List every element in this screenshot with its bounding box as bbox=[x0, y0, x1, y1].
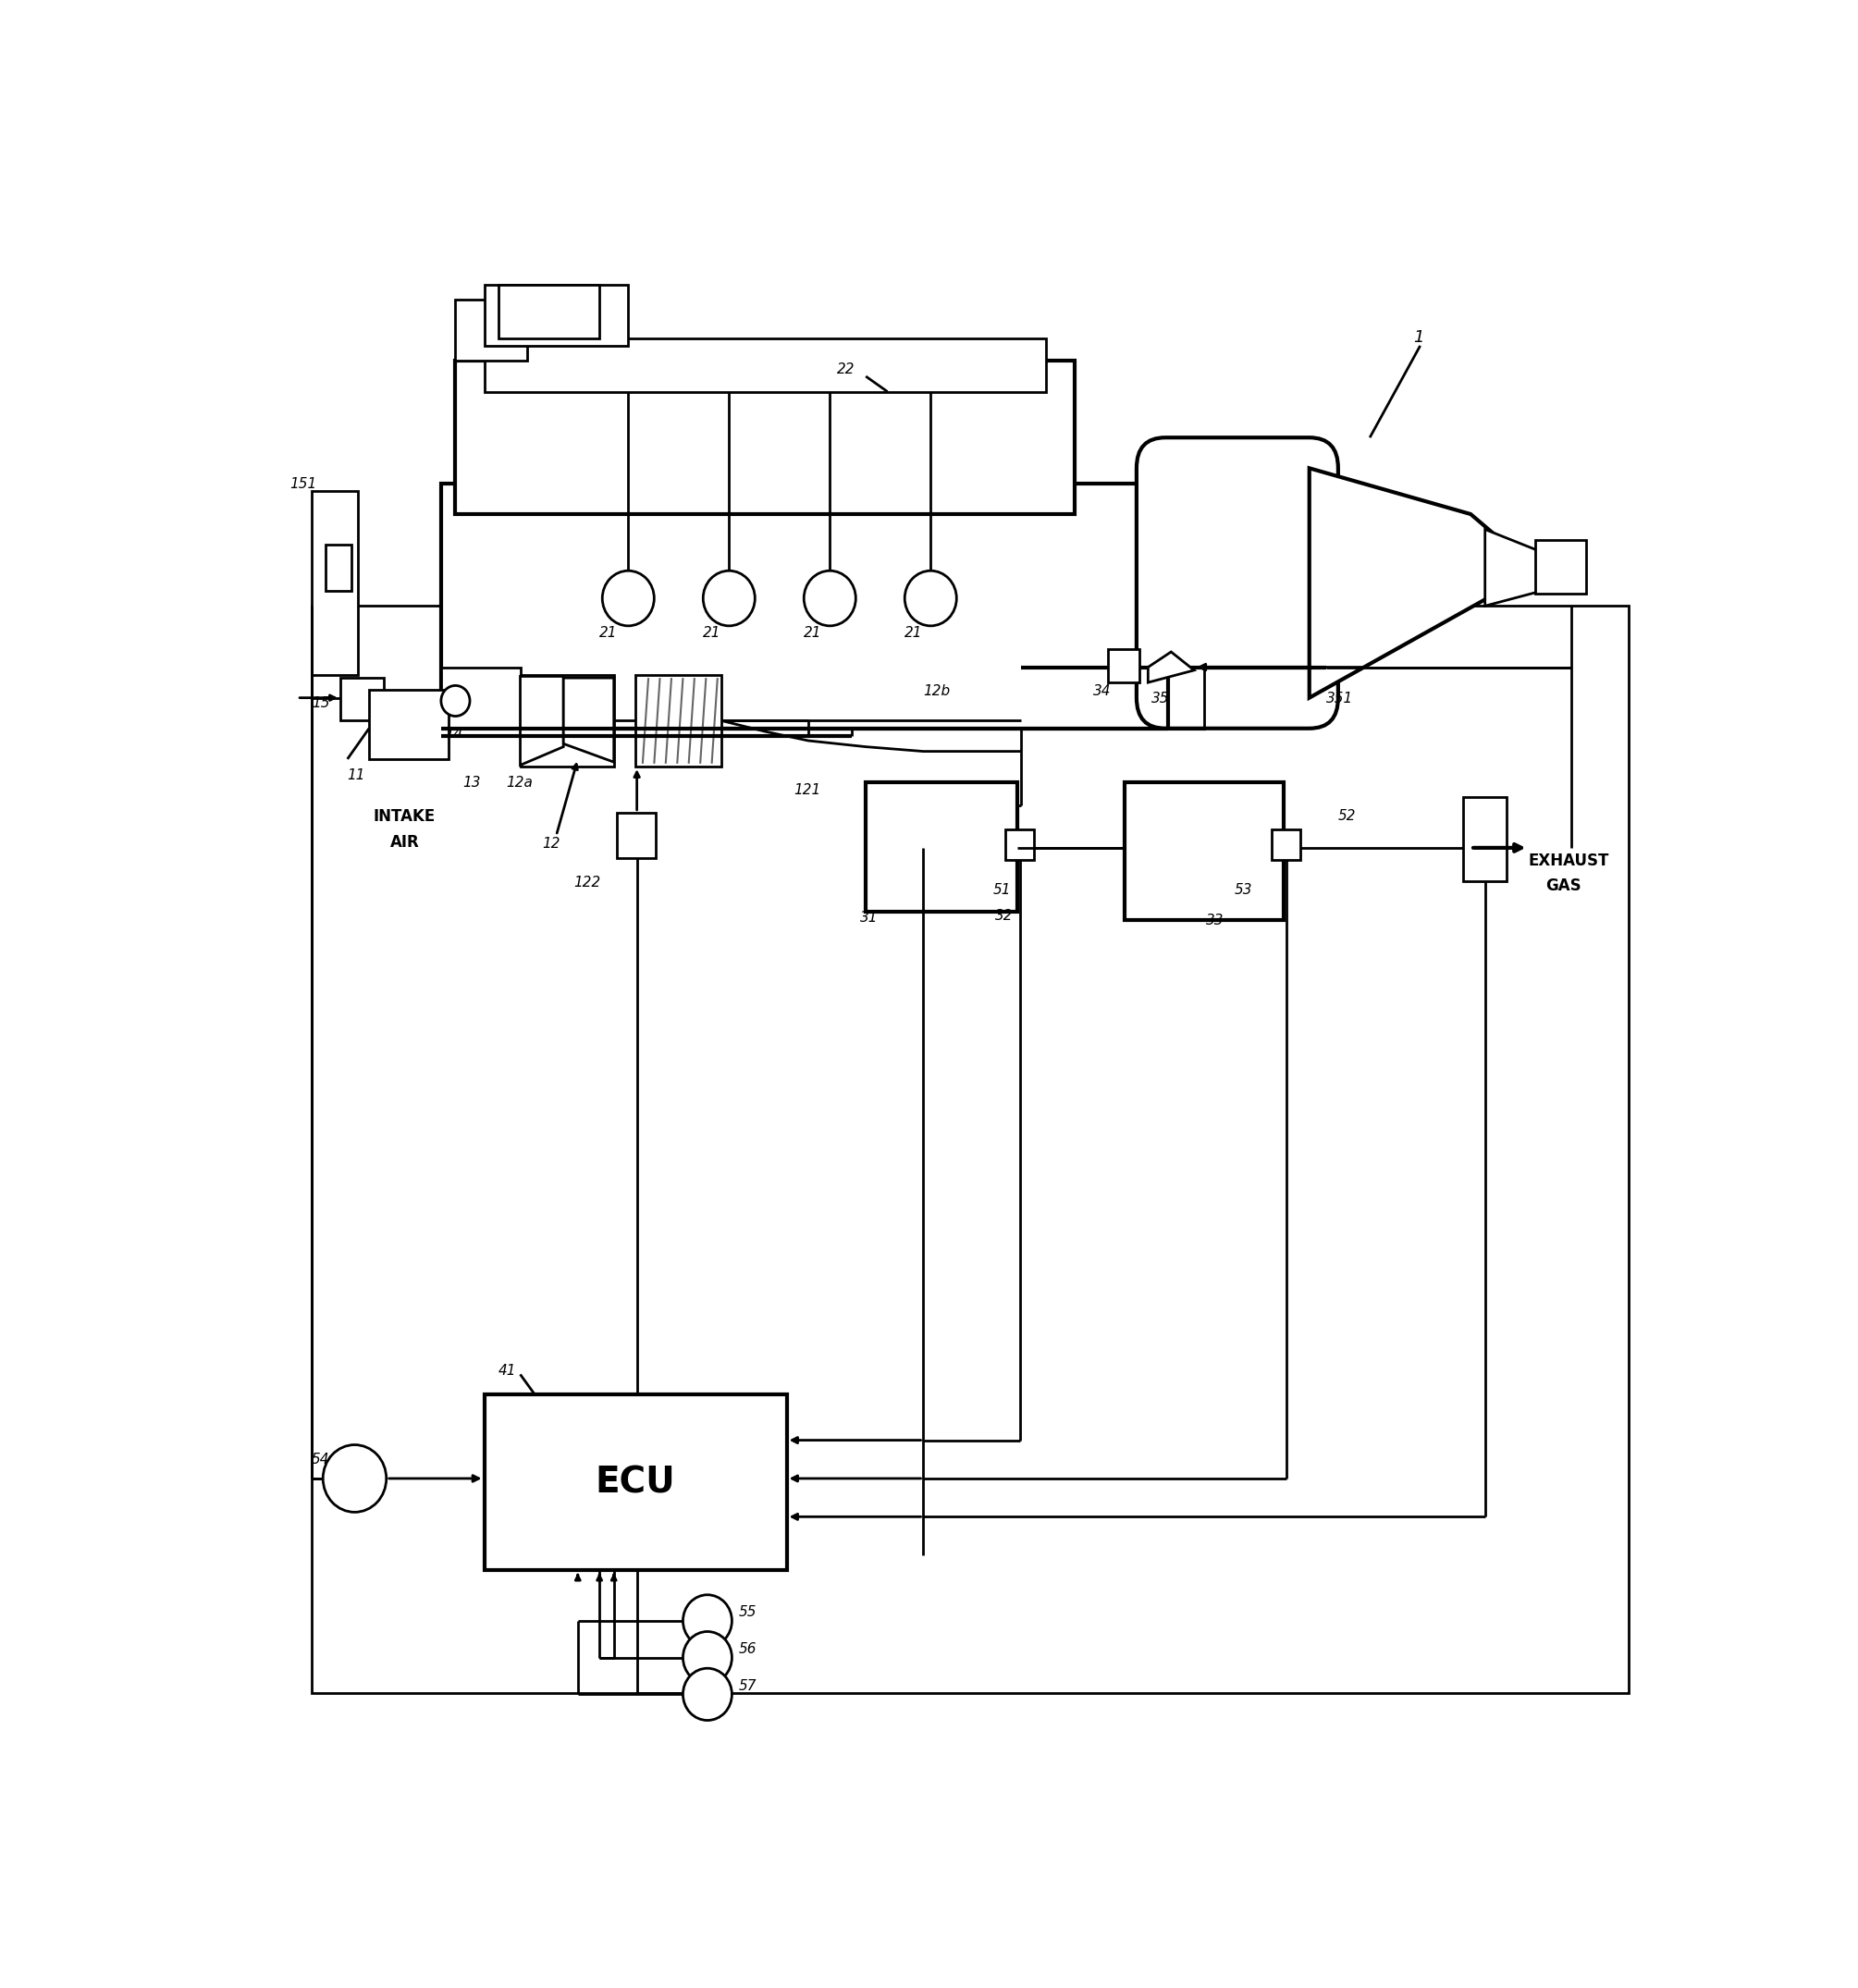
Bar bbox=[485, 338, 1046, 392]
Bar bbox=[498, 284, 600, 338]
Bar bbox=[455, 300, 528, 362]
Circle shape bbox=[684, 1632, 732, 1684]
Bar bbox=[312, 606, 1629, 1694]
Text: INTAKE: INTAKE bbox=[373, 809, 435, 825]
Text: 15: 15 bbox=[312, 696, 329, 710]
Text: 13: 13 bbox=[463, 775, 481, 789]
Circle shape bbox=[323, 1445, 386, 1513]
Circle shape bbox=[684, 1668, 732, 1720]
Polygon shape bbox=[1485, 529, 1572, 606]
Text: 121: 121 bbox=[793, 783, 821, 797]
Text: 21: 21 bbox=[702, 626, 721, 640]
Text: 34: 34 bbox=[1093, 684, 1111, 698]
Bar bbox=[485, 284, 628, 346]
Bar bbox=[312, 491, 357, 674]
Text: 55: 55 bbox=[739, 1606, 758, 1620]
Circle shape bbox=[702, 571, 754, 626]
Text: 351: 351 bbox=[1327, 692, 1354, 706]
Text: 57: 57 bbox=[739, 1680, 758, 1694]
Polygon shape bbox=[563, 678, 613, 761]
Text: 52: 52 bbox=[1338, 809, 1356, 823]
Bar bbox=[340, 678, 383, 722]
Polygon shape bbox=[1310, 467, 1527, 698]
Polygon shape bbox=[520, 676, 563, 765]
Circle shape bbox=[440, 686, 470, 716]
Bar bbox=[485, 1394, 786, 1571]
Text: 22: 22 bbox=[836, 362, 855, 376]
Text: 35: 35 bbox=[1150, 692, 1169, 706]
Circle shape bbox=[684, 1594, 732, 1646]
Circle shape bbox=[805, 571, 857, 626]
Text: AIR: AIR bbox=[390, 835, 420, 851]
Text: 122: 122 bbox=[574, 875, 600, 889]
Bar bbox=[455, 362, 1074, 515]
Text: 21: 21 bbox=[905, 626, 923, 640]
Bar bbox=[520, 674, 613, 767]
Text: 12a: 12a bbox=[505, 775, 533, 789]
Bar bbox=[1535, 541, 1587, 594]
Text: 53: 53 bbox=[1234, 883, 1252, 897]
Bar bbox=[1464, 797, 1507, 881]
Bar bbox=[866, 781, 1016, 912]
Text: 12: 12 bbox=[543, 837, 559, 851]
Text: 11: 11 bbox=[347, 767, 366, 781]
Bar bbox=[617, 813, 656, 859]
FancyBboxPatch shape bbox=[1137, 437, 1338, 728]
Text: ECU: ECU bbox=[595, 1465, 676, 1499]
Text: 54: 54 bbox=[312, 1453, 329, 1467]
Text: 31: 31 bbox=[860, 911, 879, 924]
Bar bbox=[1273, 829, 1301, 861]
Bar bbox=[1126, 781, 1284, 920]
Text: GAS: GAS bbox=[1546, 877, 1581, 895]
Text: 21: 21 bbox=[600, 626, 617, 640]
Text: 41: 41 bbox=[498, 1364, 517, 1378]
Text: EXHAUST: EXHAUST bbox=[1527, 853, 1609, 869]
Text: 12b: 12b bbox=[923, 684, 949, 698]
Text: 1: 1 bbox=[1412, 330, 1423, 346]
Bar bbox=[1107, 648, 1139, 682]
Text: 21: 21 bbox=[805, 626, 821, 640]
Text: 32: 32 bbox=[996, 909, 1013, 922]
Bar bbox=[635, 674, 721, 767]
Bar bbox=[325, 545, 351, 590]
Text: 151: 151 bbox=[290, 477, 318, 491]
Bar bbox=[1005, 829, 1035, 861]
Bar bbox=[440, 483, 1204, 728]
Circle shape bbox=[602, 571, 654, 626]
Polygon shape bbox=[1148, 652, 1195, 682]
Text: 56: 56 bbox=[739, 1642, 758, 1656]
Bar bbox=[370, 690, 448, 759]
Text: 14: 14 bbox=[446, 728, 463, 742]
Text: 33: 33 bbox=[1206, 914, 1224, 926]
Bar bbox=[440, 668, 520, 736]
Text: 51: 51 bbox=[992, 883, 1011, 897]
Circle shape bbox=[905, 571, 957, 626]
